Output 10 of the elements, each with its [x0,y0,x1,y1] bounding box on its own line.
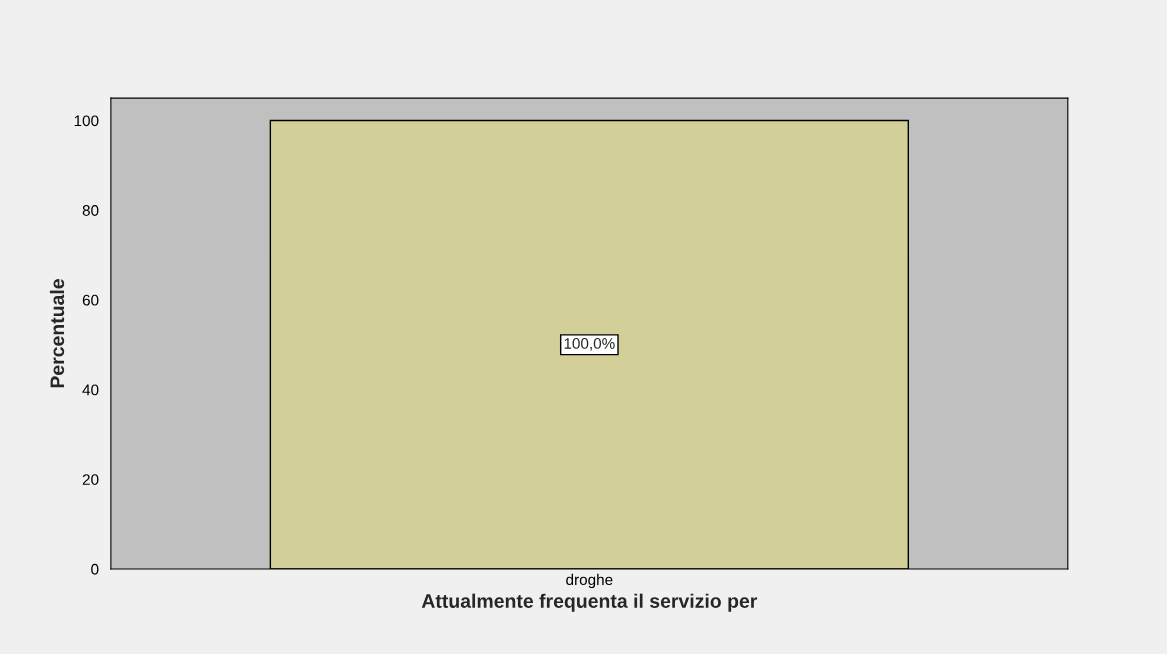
y-tick-label: 0 [91,563,99,575]
y-tick-label: 100 [74,115,99,127]
y-tick-label: 80 [82,205,99,216]
x-axis-title: Attualmente frequenta il servizio per [421,593,758,612]
data-label: 100,0% [564,338,615,351]
y-tick-label: 40 [82,384,99,396]
y-axis-title: Percentuale [49,279,65,388]
y-tick-label: 60 [82,294,99,306]
x-tick-label: droghe [566,573,613,589]
y-tick-label: 20 [82,474,99,485]
